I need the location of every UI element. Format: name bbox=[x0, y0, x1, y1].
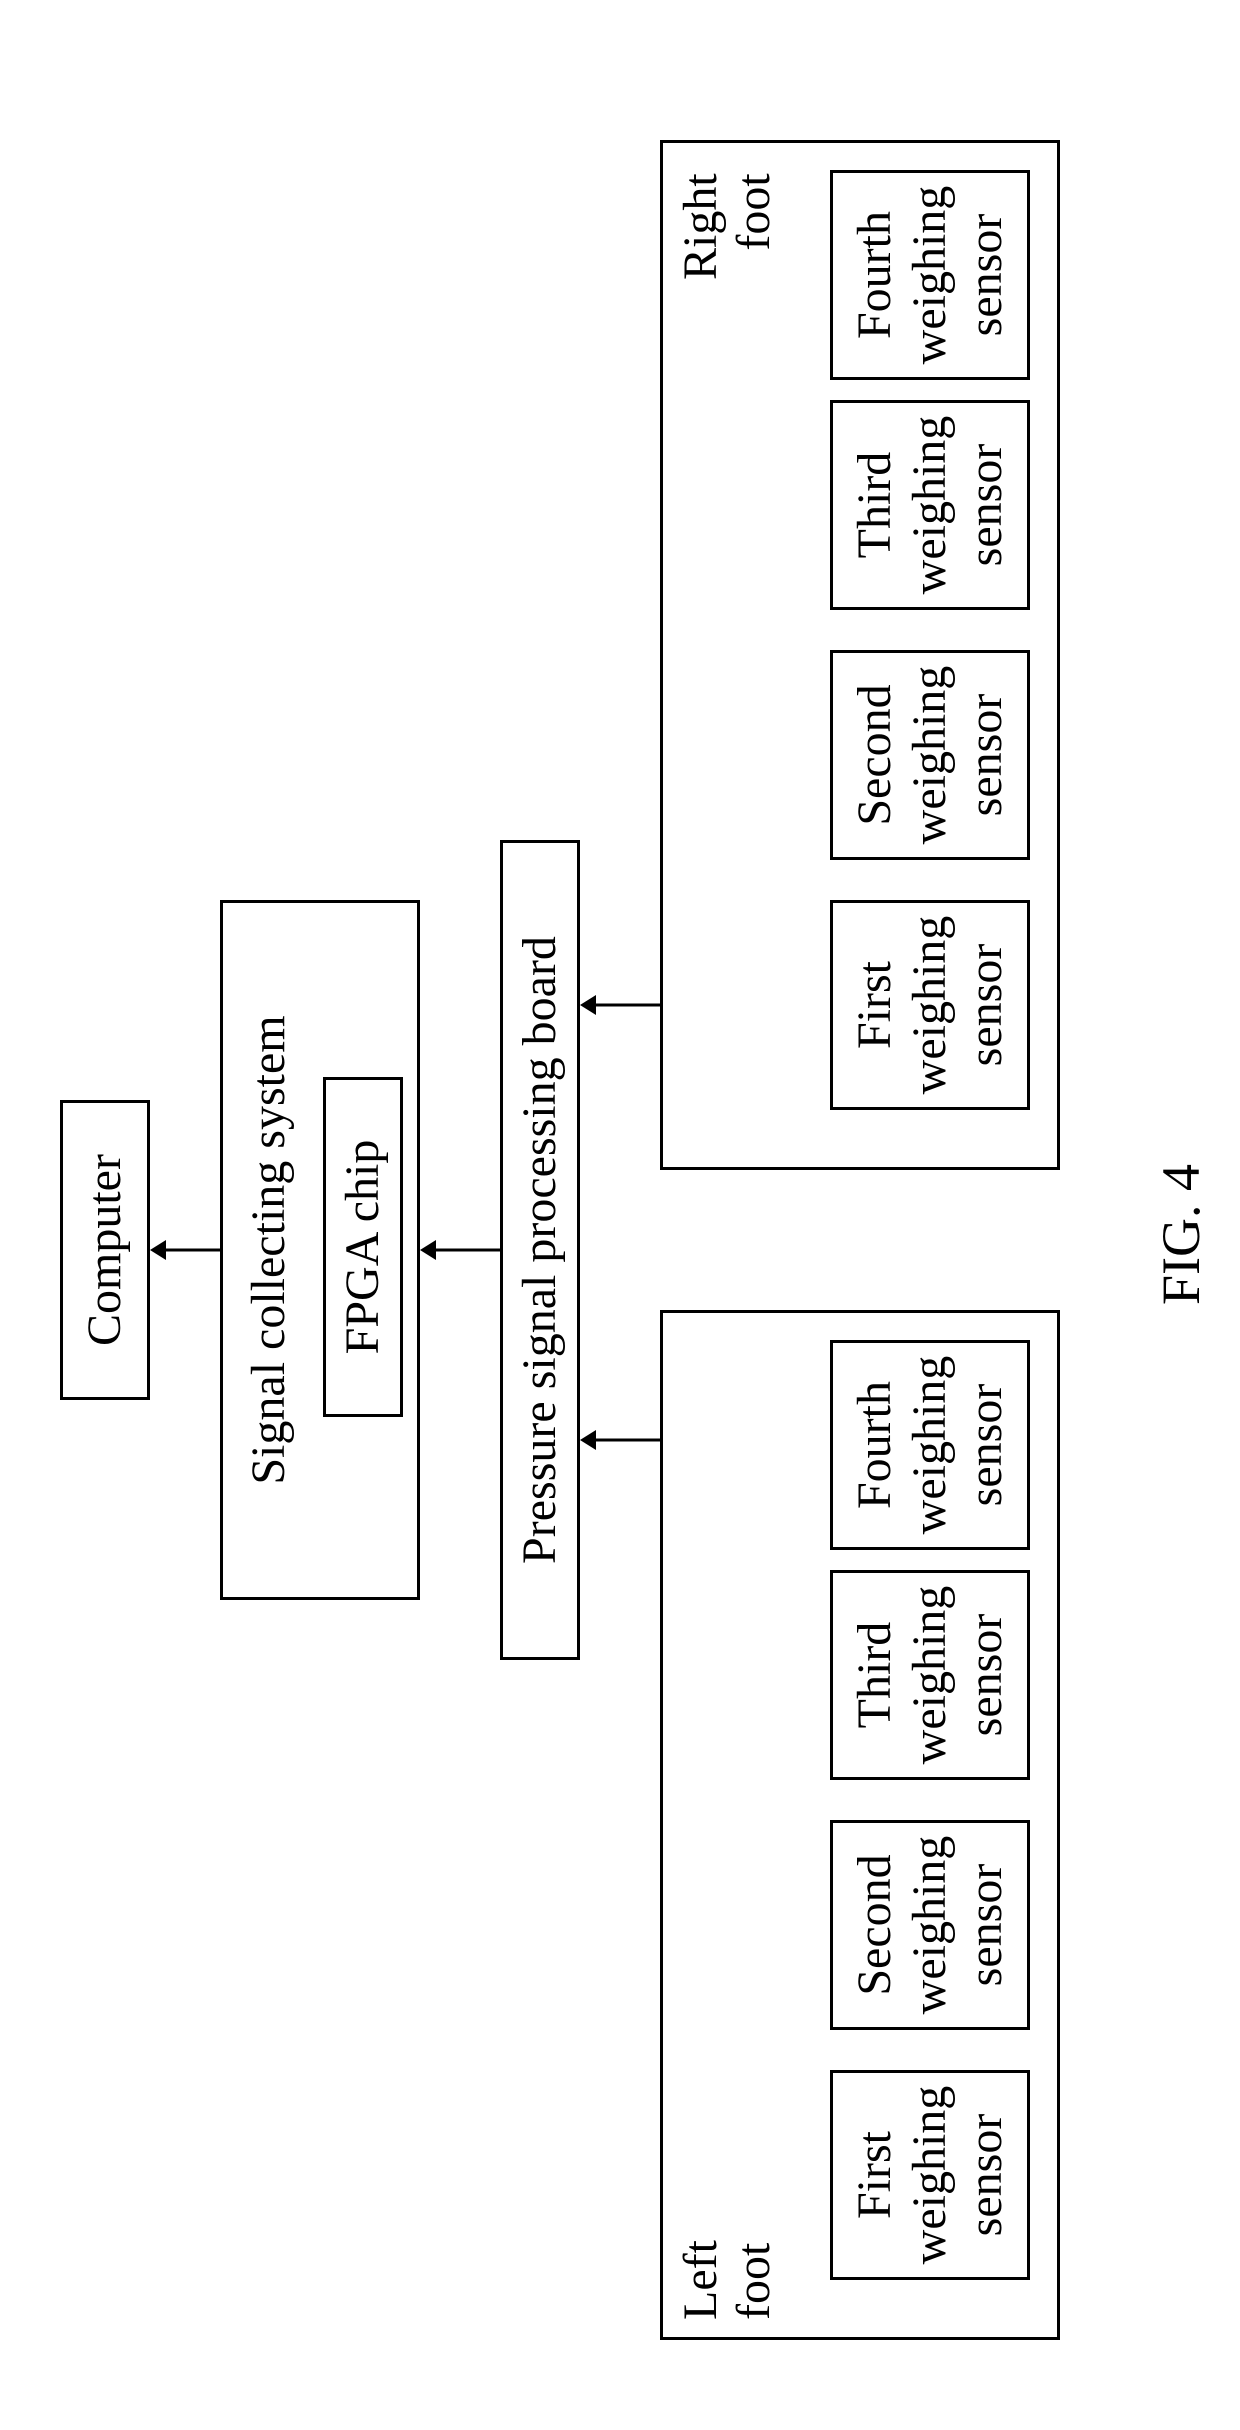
fpga-chip-label: FPGA chip bbox=[335, 1140, 390, 1355]
signal-collecting-system-title: Signal collecting system bbox=[241, 903, 296, 1597]
sensor-label: Third weighing sensor bbox=[847, 1586, 1013, 1765]
computer-label: Computer bbox=[77, 1154, 132, 1346]
sensor-label: Fourth weighing sensor bbox=[847, 186, 1013, 365]
right-sensor-1: First weighing sensor bbox=[830, 900, 1030, 1110]
right-sensor-3: Third weighing sensor bbox=[830, 400, 1030, 610]
right-sensor-2: Second weighing sensor bbox=[830, 650, 1030, 860]
signal-collecting-system-box: Signal collecting system FPGA chip bbox=[220, 900, 420, 1600]
sensor-label: Fourth weighing sensor bbox=[847, 1356, 1013, 1535]
sensor-label: Third weighing sensor bbox=[847, 416, 1013, 595]
diagram: Computer Signal collecting system FPGA c… bbox=[0, 0, 1240, 2430]
pressure-signal-processing-board-label: Pressure signal processing board bbox=[512, 936, 567, 1564]
sensor-label: Second weighing sensor bbox=[847, 1836, 1013, 2015]
fpga-chip-box: FPGA chip bbox=[323, 1077, 403, 1417]
right-sensor-4: Fourth weighing sensor bbox=[830, 170, 1030, 380]
right-foot-label: Right foot bbox=[675, 173, 781, 280]
computer-box: Computer bbox=[60, 1100, 150, 1400]
left-sensor-3: Third weighing sensor bbox=[830, 1570, 1030, 1780]
left-sensor-1: First weighing sensor bbox=[830, 2070, 1030, 2280]
left-foot-label: Left foot bbox=[675, 2240, 781, 2320]
figure-caption: FIG. 4 bbox=[1150, 1164, 1212, 1305]
rotated-canvas: Computer Signal collecting system FPGA c… bbox=[0, 0, 1240, 2430]
left-sensor-2: Second weighing sensor bbox=[830, 1820, 1030, 2030]
sensor-label: First weighing sensor bbox=[847, 916, 1013, 1095]
sensor-label: Second weighing sensor bbox=[847, 666, 1013, 845]
left-sensor-4: Fourth weighing sensor bbox=[830, 1340, 1030, 1550]
page: Computer Signal collecting system FPGA c… bbox=[0, 0, 1240, 2430]
pressure-signal-processing-board-box: Pressure signal processing board bbox=[500, 840, 580, 1660]
sensor-label: First weighing sensor bbox=[847, 2086, 1013, 2265]
